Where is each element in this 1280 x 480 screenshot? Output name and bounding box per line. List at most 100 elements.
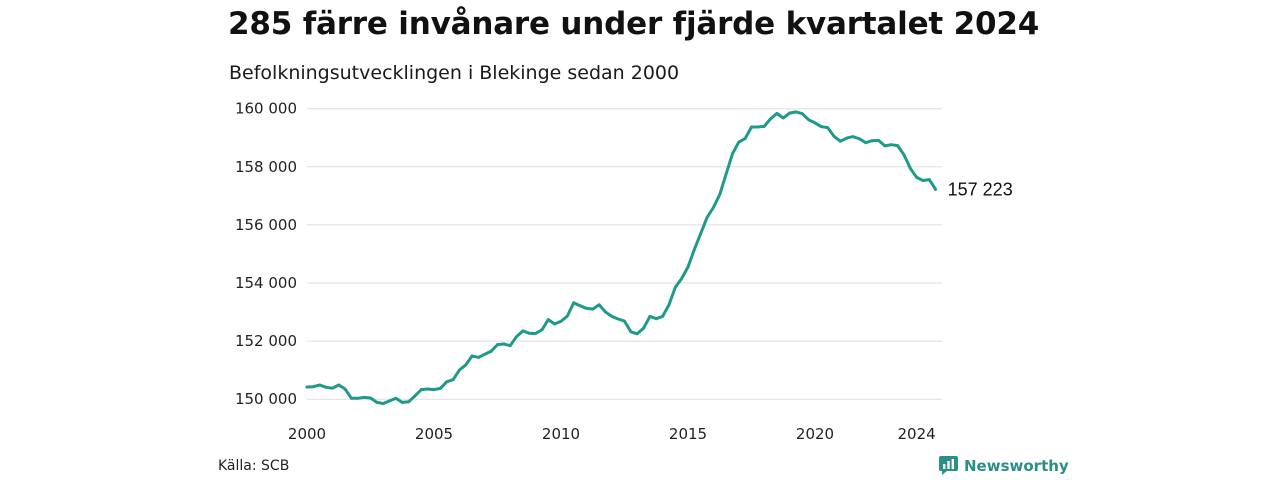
data-point: [432, 388, 436, 391]
data-point: [870, 139, 874, 143]
data-point: [572, 301, 576, 305]
data-point: [800, 112, 804, 116]
data-point: [559, 319, 563, 323]
data-point: [534, 332, 537, 335]
y-tick-label: 150 000: [235, 390, 297, 408]
data-point: [350, 396, 353, 400]
newsworthy-logo-icon: [939, 456, 958, 475]
data-point: [743, 137, 747, 141]
data-point: [788, 111, 791, 115]
data-point: [337, 383, 341, 387]
data-point: [553, 322, 556, 326]
data-point: [839, 139, 842, 143]
data-point: [489, 349, 493, 353]
data-point: [889, 143, 893, 147]
data-point: [458, 368, 461, 372]
series-line: [305, 110, 938, 405]
data-point: [705, 216, 709, 220]
data-point: [654, 317, 658, 321]
data-point: [807, 118, 811, 122]
data-point: [591, 307, 595, 311]
data-point: [362, 396, 366, 399]
data-point: [724, 172, 728, 176]
data-point: [521, 329, 525, 333]
data-point: [629, 330, 633, 334]
data-point: [750, 125, 753, 129]
x-tick-label: 2020: [796, 425, 834, 443]
data-point: [883, 144, 887, 148]
data-point: [585, 306, 588, 310]
data-point: [820, 125, 823, 129]
data-point: [464, 363, 468, 367]
end-label-layer: 157 223: [948, 179, 1013, 199]
data-point: [902, 153, 906, 157]
y-tick-label: 158 000: [235, 158, 297, 176]
data-point: [642, 326, 645, 330]
data-point: [915, 175, 918, 179]
data-point: [756, 125, 760, 129]
data-point: [794, 110, 798, 114]
data-point: [375, 401, 379, 404]
y-tick-label: 154 000: [235, 274, 297, 292]
data-point: [439, 387, 442, 390]
data-point: [540, 328, 544, 332]
data-point: [826, 126, 830, 129]
x-tick-label: 2015: [669, 425, 707, 443]
data-point: [712, 206, 715, 209]
data-point: [934, 188, 937, 191]
data-point: [502, 342, 506, 346]
data-point: [731, 152, 734, 156]
data-point: [769, 117, 772, 121]
data-point: [305, 385, 309, 389]
data-point: [737, 140, 741, 144]
data-point: [426, 387, 429, 391]
data-point: [686, 265, 690, 269]
data-point: [318, 383, 322, 387]
data-point: [407, 400, 410, 404]
data-point: [623, 319, 626, 323]
grid-lines: [307, 108, 942, 400]
data-point: [565, 314, 569, 318]
data-point: [394, 396, 398, 400]
data-point: [445, 380, 449, 384]
series-layer: [305, 110, 938, 405]
data-point: [597, 303, 601, 307]
data-point: [324, 385, 328, 389]
x-tick-label: 2010: [542, 425, 580, 443]
data-point: [343, 387, 347, 391]
data-point: [496, 343, 499, 346]
x-axis-tick-labels: 2000 2005 2010 2015 2020 2024: [288, 425, 936, 443]
data-point: [508, 344, 512, 348]
chart-subtitle: Befolkningsutvecklingen i Blekinge sedan…: [229, 62, 680, 84]
x-tick-label: 2024: [898, 425, 936, 443]
data-point: [845, 136, 849, 140]
data-point: [483, 352, 487, 356]
data-point: [851, 135, 855, 139]
data-point: [419, 388, 423, 391]
y-axis-tick-labels: 150 000 152 000 154 000 156 000 158 000 160 0…: [235, 100, 297, 408]
data-point: [927, 178, 931, 182]
data-point: [718, 193, 722, 196]
y-tick-label: 152 000: [235, 332, 297, 350]
data-point: [451, 378, 455, 382]
data-point: [470, 354, 474, 358]
data-point: [610, 315, 614, 318]
data-point: [692, 248, 696, 252]
data-point: [356, 396, 360, 400]
data-point: [762, 125, 766, 128]
data-point: [896, 144, 899, 148]
data-point: [673, 286, 677, 289]
data-point: [832, 134, 836, 138]
data-point: [864, 141, 868, 145]
data-point: [661, 315, 664, 318]
data-point: [877, 139, 880, 142]
x-tick-label: 2005: [415, 425, 453, 443]
data-point: [813, 121, 817, 125]
data-point: [312, 385, 315, 389]
data-point: [667, 303, 671, 307]
data-point: [635, 332, 639, 336]
data-point: [578, 304, 582, 308]
data-point: [680, 277, 683, 280]
chart-title: 285 färre invånare under fjärde kvartale…: [228, 6, 1040, 42]
data-point: [388, 399, 391, 403]
